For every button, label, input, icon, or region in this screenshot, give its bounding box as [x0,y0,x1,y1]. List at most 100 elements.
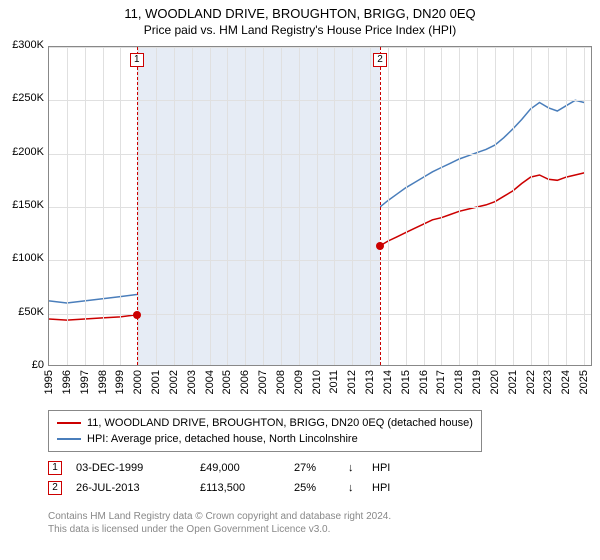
x-axis-label: 1997 [79,370,91,394]
chart-container: 11, WOODLAND DRIVE, BROUGHTON, BRIGG, DN… [0,0,600,560]
transaction-date: 26-JUL-2013 [76,482,186,494]
y-axis-label: £250K [2,92,44,104]
gridline-v [495,47,496,365]
transaction-date: 03-DEC-1999 [76,462,186,474]
gridline-v [441,47,442,365]
gridline-v [566,47,567,365]
x-axis-label: 2001 [150,370,162,394]
y-axis-label: £50K [2,306,44,318]
gridline-v [513,47,514,365]
transaction-vs: HPI [372,462,402,474]
gridline-h [49,154,591,155]
x-axis-label: 2018 [453,370,465,394]
transaction-marker-badge: 1 [48,461,62,475]
x-axis-label: 2002 [168,370,180,394]
gridline-v [317,47,318,365]
x-axis-label: 2025 [578,370,590,394]
x-axis-label: 2012 [346,370,358,394]
gridline-v [227,47,228,365]
gridline-v [120,47,121,365]
x-axis-label: 2007 [257,370,269,394]
license-text: Contains HM Land Registry data © Crown c… [48,510,391,536]
gridline-v [299,47,300,365]
y-axis-label: £0 [2,359,44,371]
gridline-v [103,47,104,365]
x-axis-label: 2023 [542,370,554,394]
x-axis-label: 2017 [435,370,447,394]
marker-point [133,311,141,319]
x-axis-label: 2019 [471,370,483,394]
x-axis-label: 2016 [418,370,430,394]
legend-item-property: 11, WOODLAND DRIVE, BROUGHTON, BRIGG, DN… [57,415,473,431]
gridline-v [477,47,478,365]
x-axis-label: 2014 [382,370,394,394]
x-axis-label: 2021 [507,370,519,394]
gridline-h [49,207,591,208]
legend-swatch-hpi [57,438,81,440]
gridline-v [531,47,532,365]
x-axis-label: 2009 [293,370,305,394]
gridline-v [459,47,460,365]
gridline-v [210,47,211,365]
marker-point [376,242,384,250]
gridline-v [352,47,353,365]
gridline-v [85,47,86,365]
gridline-v [263,47,264,365]
gridline-v [245,47,246,365]
transaction-marker-badge: 2 [48,481,62,495]
chart-title: 11, WOODLAND DRIVE, BROUGHTON, BRIGG, DN… [0,0,600,21]
gridline-v [67,47,68,365]
gridline-v [548,47,549,365]
transaction-price: £49,000 [200,462,280,474]
transaction-price: £113,500 [200,482,280,494]
transaction-pct: 25% [294,482,334,494]
transaction-vs: HPI [372,482,402,494]
x-axis-label: 1999 [114,370,126,394]
arrow-down-icon: ↓ [348,462,358,474]
x-axis-label: 1998 [97,370,109,394]
y-axis-label: £150K [2,199,44,211]
transaction-row: 1 03-DEC-1999 £49,000 27% ↓ HPI [48,458,402,478]
legend-label-property: 11, WOODLAND DRIVE, BROUGHTON, BRIGG, DN… [87,417,473,429]
gridline-v [281,47,282,365]
x-axis-label: 2015 [400,370,412,394]
gridline-v [192,47,193,365]
gridline-v [156,47,157,365]
transaction-row: 226-JUL-2013£113,50025%↓HPI [48,478,402,498]
x-axis-label: 2024 [560,370,572,394]
transaction-pct: 27% [294,462,334,474]
y-axis-label: £300K [2,39,44,51]
legend-item-hpi: HPI: Average price, detached house, Nort… [57,431,473,447]
transaction-table: 1 03-DEC-1999 £49,000 27% ↓ HPI 2 26-JUL-2013 £1… [48,458,402,498]
gridline-h [49,314,591,315]
x-axis-label: 2020 [489,370,501,394]
marker-line [380,47,381,365]
gridline-v [584,47,585,365]
license-line-1: Contains HM Land Registry data © Crown c… [48,510,391,523]
x-axis-label: 2005 [221,370,233,394]
marker-badge: 1 [130,53,144,67]
gridline-h [49,100,591,101]
gridline-v [334,47,335,365]
marker-badge: 2 [373,53,387,67]
x-axis-label: 2011 [328,370,340,394]
x-axis-label: 2013 [364,370,376,394]
legend-label-hpi: HPI: Average price, detached house, Nort… [87,433,358,445]
y-axis-label: £100K [2,252,44,264]
gridline-h [49,260,591,261]
license-line-2: This data is licensed under the Open Gov… [48,523,391,536]
gridline-v [174,47,175,365]
gridline-v [388,47,389,365]
legend-swatch-property [57,422,81,424]
plot-area: 12 [48,46,592,366]
gridline-v [424,47,425,365]
y-axis-label: £200K [2,146,44,158]
x-axis-label: 2004 [204,370,216,394]
x-axis-label: 1996 [61,370,73,394]
x-axis-label: 2010 [311,370,323,394]
gridline-v [370,47,371,365]
x-axis-label: 2006 [239,370,251,394]
gridline-v [406,47,407,365]
gridline-h [49,47,591,48]
x-axis-label: 2000 [132,370,144,394]
